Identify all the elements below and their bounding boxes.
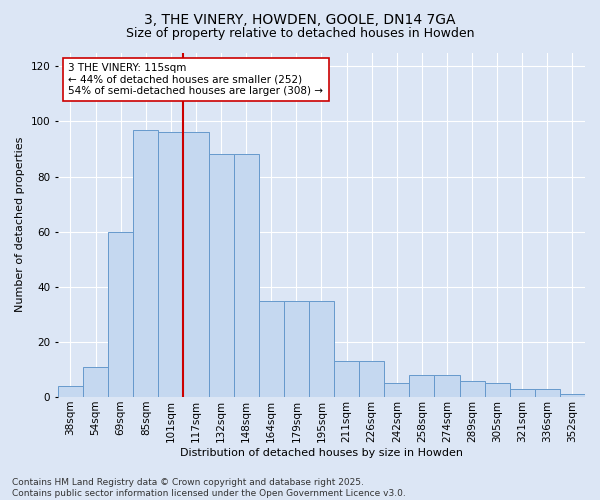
Bar — [434, 375, 460, 397]
Bar — [309, 300, 334, 397]
Bar — [409, 375, 434, 397]
Y-axis label: Number of detached properties: Number of detached properties — [15, 137, 25, 312]
Text: Contains HM Land Registry data © Crown copyright and database right 2025.
Contai: Contains HM Land Registry data © Crown c… — [12, 478, 406, 498]
Bar — [460, 380, 485, 397]
Bar — [485, 384, 510, 397]
Text: 3, THE VINERY, HOWDEN, GOOLE, DN14 7GA: 3, THE VINERY, HOWDEN, GOOLE, DN14 7GA — [144, 12, 456, 26]
Bar — [233, 154, 259, 397]
Bar — [108, 232, 133, 397]
Bar — [133, 130, 158, 397]
Bar — [535, 389, 560, 397]
Bar — [83, 366, 108, 397]
Bar — [284, 300, 309, 397]
Text: 3 THE VINERY: 115sqm
← 44% of detached houses are smaller (252)
54% of semi-deta: 3 THE VINERY: 115sqm ← 44% of detached h… — [68, 63, 323, 96]
Bar — [560, 394, 585, 397]
Bar — [510, 389, 535, 397]
Text: Size of property relative to detached houses in Howden: Size of property relative to detached ho… — [126, 28, 474, 40]
Bar — [209, 154, 233, 397]
X-axis label: Distribution of detached houses by size in Howden: Distribution of detached houses by size … — [180, 448, 463, 458]
Bar — [384, 384, 409, 397]
Bar — [58, 386, 83, 397]
Bar — [158, 132, 184, 397]
Bar — [334, 361, 359, 397]
Bar — [184, 132, 209, 397]
Bar — [359, 361, 384, 397]
Bar — [259, 300, 284, 397]
